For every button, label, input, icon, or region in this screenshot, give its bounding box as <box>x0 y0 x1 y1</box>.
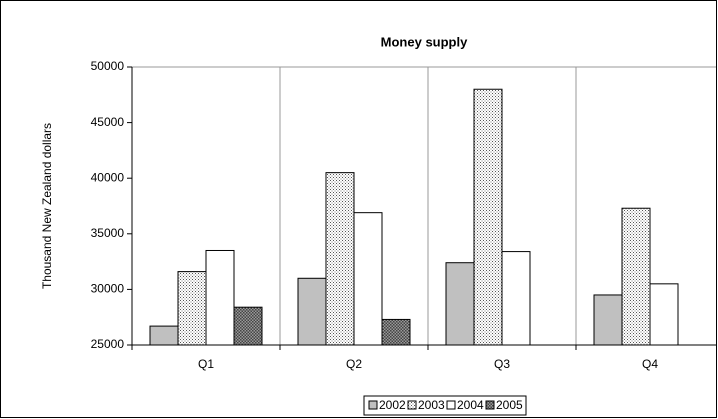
legend-swatch <box>485 400 495 410</box>
y-tick-label: 50000 <box>91 59 125 73</box>
bar <box>177 271 207 346</box>
legend-label: 2003 <box>418 398 445 412</box>
bar <box>325 172 355 346</box>
legend-swatch <box>368 400 378 410</box>
bar <box>353 212 383 346</box>
y-tick-label: 45000 <box>91 115 125 129</box>
bar <box>297 277 327 346</box>
y-tick-label: 25000 <box>91 337 125 351</box>
x-tick-label: Q3 <box>494 357 510 371</box>
x-tick-label: Q1 <box>198 357 214 371</box>
legend-label: 2005 <box>496 398 523 412</box>
bar <box>205 249 235 346</box>
chart-title: Money supply <box>381 34 468 49</box>
legend-label: 2004 <box>457 398 484 412</box>
legend-swatch <box>446 400 456 410</box>
y-tick-label: 35000 <box>91 226 125 240</box>
bar <box>381 318 411 346</box>
y-tick-label: 40000 <box>91 170 125 184</box>
legend-swatch <box>407 400 417 410</box>
x-tick-label: Q4 <box>642 357 658 371</box>
bar <box>473 88 503 346</box>
bar <box>445 262 475 346</box>
bar <box>621 207 651 346</box>
bar <box>501 251 531 346</box>
bar <box>649 283 679 346</box>
bar <box>593 294 623 346</box>
y-axis-label: Thousand New Zealand dollars <box>40 123 54 289</box>
y-tick-label: 30000 <box>91 282 125 296</box>
x-tick-label: Q2 <box>346 357 362 371</box>
bar <box>149 325 179 346</box>
bar <box>233 306 263 346</box>
legend-label: 2002 <box>379 398 406 412</box>
